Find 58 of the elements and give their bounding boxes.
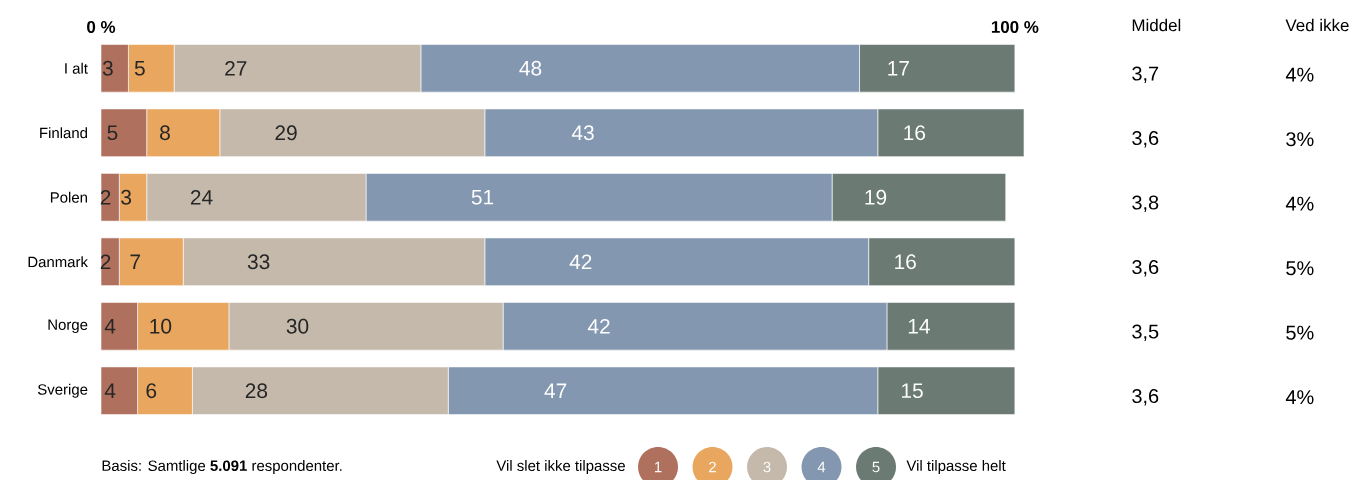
text: 1: [654, 461, 662, 473]
data-label: 27: [225, 60, 247, 76]
y-tick-label: Sverige: [37, 383, 88, 398]
text: Middel: [1132, 18, 1181, 32]
text: 4%: [1285, 196, 1314, 211]
data-label: 3: [102, 60, 113, 76]
text: Ved ikke: [1285, 18, 1349, 32]
text: 3,8: [1132, 195, 1159, 212]
data-label: 10: [150, 318, 172, 334]
data-label: 30: [286, 318, 309, 334]
text: 5: [872, 461, 880, 473]
y-tick-label: Norge: [48, 319, 88, 333]
y-tick-label: Danmark: [28, 256, 88, 268]
text: 4: [817, 461, 826, 473]
y-tick-label: Polen: [50, 191, 87, 203]
data-label: 14: [908, 319, 930, 334]
data-label: 51: [471, 189, 494, 205]
text: 3,6: [1132, 259, 1159, 277]
data-label: 4: [104, 383, 116, 398]
data-label: 48: [519, 60, 542, 76]
data-label: 42: [587, 318, 610, 334]
text: 3: [763, 461, 771, 473]
text: Vil tilpasse helt: [906, 460, 1006, 474]
data-label: 4: [104, 319, 116, 334]
text: Vil slet ikke tilpasse: [496, 460, 625, 474]
text: 4%: [1285, 67, 1314, 82]
data-label: 24: [190, 189, 213, 205]
text: 3,5: [1132, 324, 1159, 341]
data-label: 5: [134, 60, 145, 76]
data-label: 15: [902, 383, 923, 399]
data-label: 7: [130, 254, 141, 269]
data-label: 3: [121, 189, 132, 205]
text: Basis: Samtlige 5.091 respondenter.: [102, 460, 342, 474]
text: 3%: [1286, 132, 1314, 147]
text: 3,7: [1132, 66, 1159, 83]
data-label: 47: [544, 383, 567, 398]
text: 5%: [1286, 261, 1314, 276]
data-label: 17: [888, 61, 909, 76]
data-label: 29: [275, 125, 297, 141]
x-tick-label: 0 %: [87, 21, 116, 33]
y-tick-label: I alt: [65, 62, 88, 74]
y-tick-label: Finland: [40, 127, 87, 139]
text: 4%: [1285, 390, 1314, 405]
text: 3,6: [1132, 388, 1159, 406]
data-label: 33: [247, 254, 270, 270]
data-label: 16: [895, 254, 916, 270]
data-label: 5: [107, 125, 118, 141]
data-label: 19: [865, 189, 887, 205]
x-tick-label: 100 %: [991, 21, 1039, 33]
data-label: 16: [904, 125, 926, 141]
data-label: 8: [160, 125, 170, 141]
data-label: 28: [245, 383, 268, 399]
text: 2: [709, 461, 716, 473]
text: 5%: [1286, 325, 1314, 340]
data-label: 6: [146, 383, 157, 399]
data-label: 42: [569, 254, 592, 270]
text: 3,6: [1132, 130, 1159, 148]
data-label: 43: [571, 125, 594, 141]
